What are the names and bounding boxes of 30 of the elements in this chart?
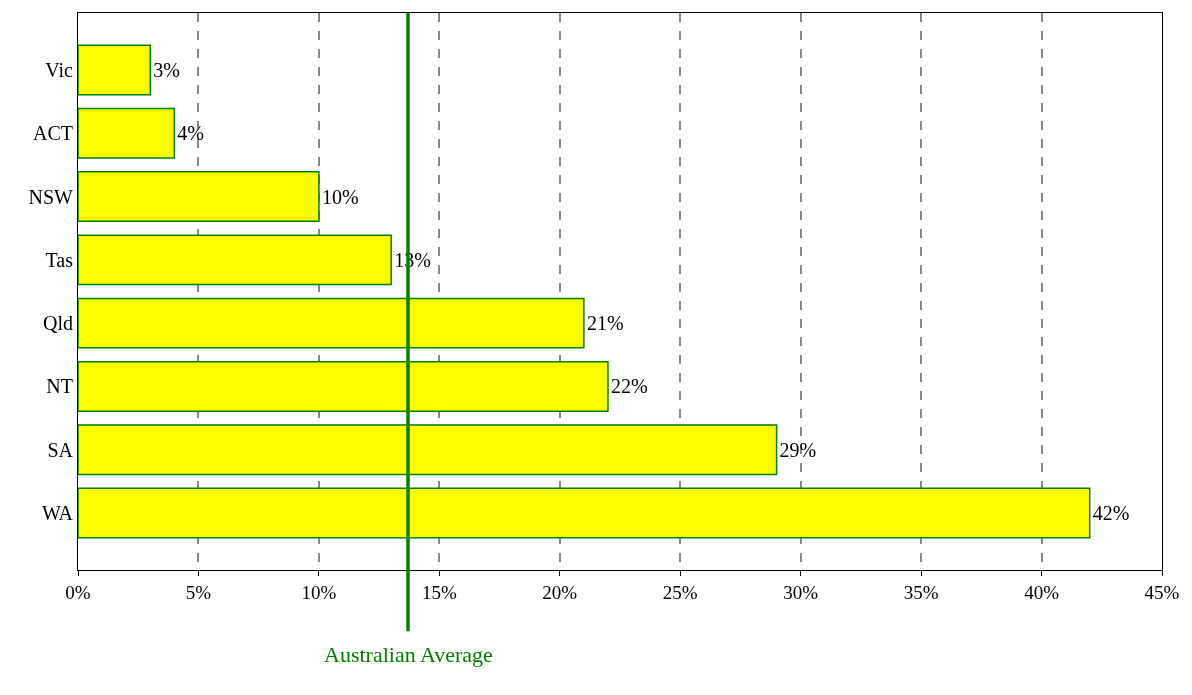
x-tick-label: 20% <box>542 581 578 603</box>
x-tick-label: 45% <box>1144 581 1180 603</box>
bar <box>78 171 320 222</box>
y-tick-label: SA <box>47 438 74 461</box>
x-tick-label: 0% <box>65 581 91 603</box>
y-tick-label: NT <box>46 375 73 398</box>
y-tick-label: NSW <box>28 185 74 208</box>
bar <box>78 44 152 96</box>
x-tick-label: 40% <box>1024 581 1060 603</box>
x-tick-label: 30% <box>783 581 819 603</box>
data-label: 21% <box>586 312 624 335</box>
data-label: 29% <box>779 438 817 461</box>
y-tick-label: Qld <box>43 312 73 335</box>
data-label: 42% <box>1092 502 1130 525</box>
data-label: 10% <box>321 185 359 208</box>
y-tick-label: Tas <box>45 248 74 271</box>
bar <box>78 107 176 159</box>
x-tick-label: 10% <box>301 581 337 603</box>
x-tick-label: 25% <box>662 581 698 603</box>
data-label: 4% <box>177 122 205 145</box>
y-tick-label: WA <box>41 502 74 525</box>
y-tick-label: ACT <box>33 122 73 145</box>
y-tick-label: Vic <box>45 58 74 81</box>
data-label: 3% <box>153 58 180 81</box>
bar <box>78 234 392 286</box>
x-tick-label: 35% <box>903 581 939 603</box>
data-label: 22% <box>610 375 648 398</box>
x-tick-label: 5% <box>185 581 212 603</box>
ref-line-label: Australian Average <box>324 642 493 667</box>
x-tick-label: 15% <box>421 581 457 603</box>
